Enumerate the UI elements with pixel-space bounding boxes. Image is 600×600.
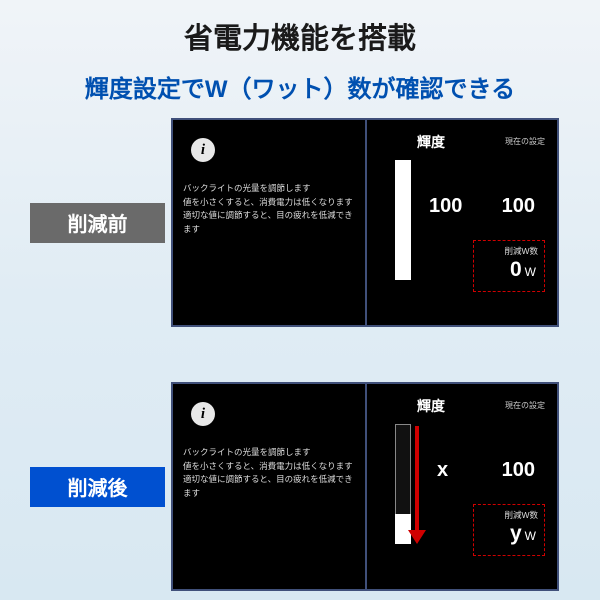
label-after: 削減後 [30, 467, 165, 507]
current-label: 現在の設定 [505, 136, 545, 147]
screen-info-after: i バックライトの光量を調節します 値を小さくすると、消費電力は低くなります 適… [173, 384, 365, 589]
saving-box-before: 削減W数 0W [473, 240, 545, 292]
watt-unit: W [525, 265, 536, 279]
current-label: 現在の設定 [505, 400, 545, 411]
desc-line3: 適切な値に調節すると、目の疲れを低減できます [183, 209, 355, 236]
watt-unit: W [525, 529, 536, 543]
down-arrow-icon [415, 426, 426, 544]
row-before: 削減前 i バックライトの光量を調節します 値を小さくすると、消費電力は低くなり… [0, 118, 600, 327]
saving-number: 0 [510, 258, 522, 281]
saving-number: y [510, 522, 522, 545]
brightness-bar-before[interactable] [395, 160, 411, 280]
screen-bright-after: 輝度 現在の設定 x 100 削減W数 yW [365, 384, 557, 589]
brightness-title: 輝度 [417, 132, 445, 152]
saving-box-after: 削減W数 yW [473, 504, 545, 556]
screens-after: i バックライトの光量を調節します 値を小さくすると、消費電力は低くなります 適… [171, 382, 559, 591]
desc-line2: 値を小さくすると、消費電力は低くなります [183, 460, 355, 474]
saving-label: 削減W数 [476, 509, 542, 521]
current-value-after: 100 [502, 459, 535, 482]
brightness-value-after: x [437, 459, 448, 482]
desc-line3: 適切な値に調節すると、目の疲れを低減できます [183, 473, 355, 500]
row-after: 削減後 i バックライトの光量を調節します 値を小さくすると、消費電力は低くなり… [0, 382, 600, 591]
sub-title: 輝度設定でW（ワット）数が確認できる [0, 57, 600, 118]
saving-value-before: 0W [476, 257, 542, 282]
desc-line1: バックライトの光量を調節します [183, 182, 355, 196]
info-icon: i [191, 138, 215, 162]
desc-before: バックライトの光量を調節します 値を小さくすると、消費電力は低くなります 適切な… [183, 182, 355, 236]
desc-line2: 値を小さくすると、消費電力は低くなります [183, 196, 355, 210]
brightness-bar-after[interactable] [395, 424, 411, 544]
screens-before: i バックライトの光量を調節します 値を小さくすると、消費電力は低くなります 適… [171, 118, 559, 327]
saving-label: 削減W数 [476, 245, 542, 257]
label-before: 削減前 [30, 203, 165, 243]
main-title: 省電力機能を搭載 [0, 0, 600, 57]
saving-value-after: yW [476, 521, 542, 546]
desc-after: バックライトの光量を調節します 値を小さくすると、消費電力は低くなります 適切な… [183, 446, 355, 500]
info-icon: i [191, 402, 215, 426]
screen-info-before: i バックライトの光量を調節します 値を小さくすると、消費電力は低くなります 適… [173, 120, 365, 325]
brightness-title: 輝度 [417, 396, 445, 416]
screen-bright-before: 輝度 現在の設定 100 100 削減W数 0W [365, 120, 557, 325]
bar-fill [395, 160, 411, 280]
current-value-before: 100 [502, 195, 535, 218]
desc-line1: バックライトの光量を調節します [183, 446, 355, 460]
brightness-value-before: 100 [429, 195, 462, 218]
